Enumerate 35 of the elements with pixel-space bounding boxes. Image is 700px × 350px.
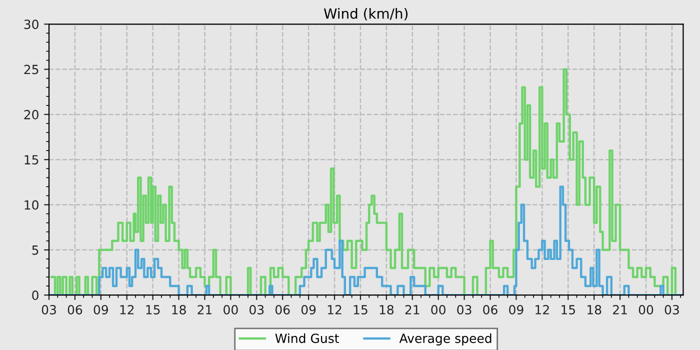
y-tick-label: 15 xyxy=(24,155,38,165)
x-tick-label: 09 xyxy=(509,304,524,314)
x-tick-label: 15 xyxy=(562,305,575,314)
x-tick-label: 18 xyxy=(588,304,602,314)
x-tick-label: 15 xyxy=(146,305,160,314)
x-tick-label: 12 xyxy=(328,304,342,314)
x-tick-label: 21 xyxy=(198,304,212,314)
x-tick-label: 15 xyxy=(354,305,368,314)
y-tick-label: 30 xyxy=(24,20,38,30)
x-tick-label: 12 xyxy=(120,304,134,314)
legend-label: Average speed xyxy=(399,333,492,346)
x-tick-label: 00 xyxy=(638,304,654,314)
x-tick-label: 03 xyxy=(42,304,56,314)
x-tick-label: 18 xyxy=(172,304,186,314)
x-tick-label: 09 xyxy=(301,304,316,314)
x-tick-label: 21 xyxy=(613,304,627,314)
y-tick-label: 25 xyxy=(24,64,38,74)
x-tick-label: 00 xyxy=(224,304,238,314)
x-tick-label: 06 xyxy=(275,304,290,314)
x-tick-label: 12 xyxy=(536,304,549,314)
x-tick-label: 00 xyxy=(431,304,446,314)
x-tick-label: 03 xyxy=(457,304,472,314)
legend-label: Wind Gust xyxy=(275,333,339,344)
x-tick-label: 21 xyxy=(405,304,420,314)
chart-title: Wind (km/h) xyxy=(324,8,408,20)
x-tick-label: 18 xyxy=(380,304,394,314)
x-tick-label: 06 xyxy=(68,304,82,314)
x-tick-label: 03 xyxy=(664,304,679,314)
x-tick-label: 09 xyxy=(94,304,108,314)
y-tick-label: 5 xyxy=(32,246,38,255)
y-tick-label: 0 xyxy=(32,290,38,300)
x-tick-label: 06 xyxy=(483,304,498,314)
x-tick-label: 03 xyxy=(250,304,264,314)
y-tick-label: 20 xyxy=(24,110,38,120)
y-tick-label: 10 xyxy=(24,200,38,210)
